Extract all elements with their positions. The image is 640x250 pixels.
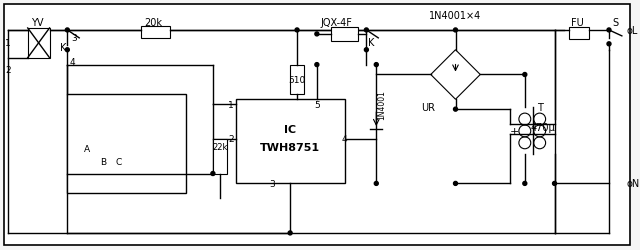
Circle shape [607, 29, 611, 33]
Bar [141, 27, 170, 39]
Text: 510: 510 [289, 76, 306, 84]
Circle shape [65, 48, 69, 52]
Circle shape [288, 231, 292, 235]
Text: 2: 2 [228, 135, 234, 144]
Text: oN: oN [627, 179, 640, 189]
Text: T: T [537, 103, 543, 113]
Text: 5: 5 [314, 100, 320, 109]
Circle shape [65, 29, 69, 33]
Text: 20k: 20k [145, 18, 163, 28]
Text: 1: 1 [5, 39, 11, 48]
Bar [570, 28, 589, 40]
Text: IC: IC [284, 124, 296, 134]
Bar [67, 95, 186, 194]
Circle shape [315, 63, 319, 67]
Text: 1N4001×4: 1N4001×4 [429, 11, 482, 21]
Bar [213, 139, 227, 174]
Text: TWH8751: TWH8751 [260, 142, 320, 152]
Text: UR: UR [420, 103, 435, 113]
Circle shape [295, 29, 299, 33]
Text: C: C [116, 158, 122, 166]
Text: 22k: 22k [212, 143, 227, 152]
Text: K: K [60, 42, 67, 52]
Circle shape [374, 182, 378, 186]
Text: 1: 1 [228, 100, 234, 109]
Text: 4: 4 [70, 58, 75, 67]
Text: 1N4001: 1N4001 [377, 90, 386, 120]
Bar [28, 29, 49, 58]
Text: 4: 4 [342, 135, 348, 144]
Text: 470μ: 470μ [531, 122, 555, 132]
Text: 3: 3 [72, 34, 77, 43]
Circle shape [523, 182, 527, 186]
Circle shape [315, 33, 319, 37]
Bar [331, 28, 358, 42]
Text: 2: 2 [5, 66, 11, 75]
Text: S: S [613, 18, 619, 28]
Bar [236, 100, 344, 184]
Bar [290, 65, 304, 95]
Circle shape [364, 48, 369, 52]
Circle shape [607, 43, 611, 46]
Circle shape [523, 73, 527, 77]
Text: YV: YV [31, 18, 44, 28]
Text: +: + [510, 126, 520, 136]
Circle shape [374, 63, 378, 67]
Text: A: A [84, 145, 90, 154]
Circle shape [211, 172, 215, 176]
Text: FU: FU [571, 18, 584, 28]
Text: 3: 3 [269, 179, 275, 188]
Text: oL: oL [627, 26, 638, 36]
Circle shape [364, 29, 369, 33]
Text: B: B [100, 158, 106, 166]
Circle shape [454, 182, 458, 186]
Circle shape [454, 108, 458, 112]
Circle shape [454, 29, 458, 33]
Text: K: K [368, 38, 374, 48]
Text: JQX-4F: JQX-4F [321, 18, 353, 28]
Circle shape [552, 182, 557, 186]
